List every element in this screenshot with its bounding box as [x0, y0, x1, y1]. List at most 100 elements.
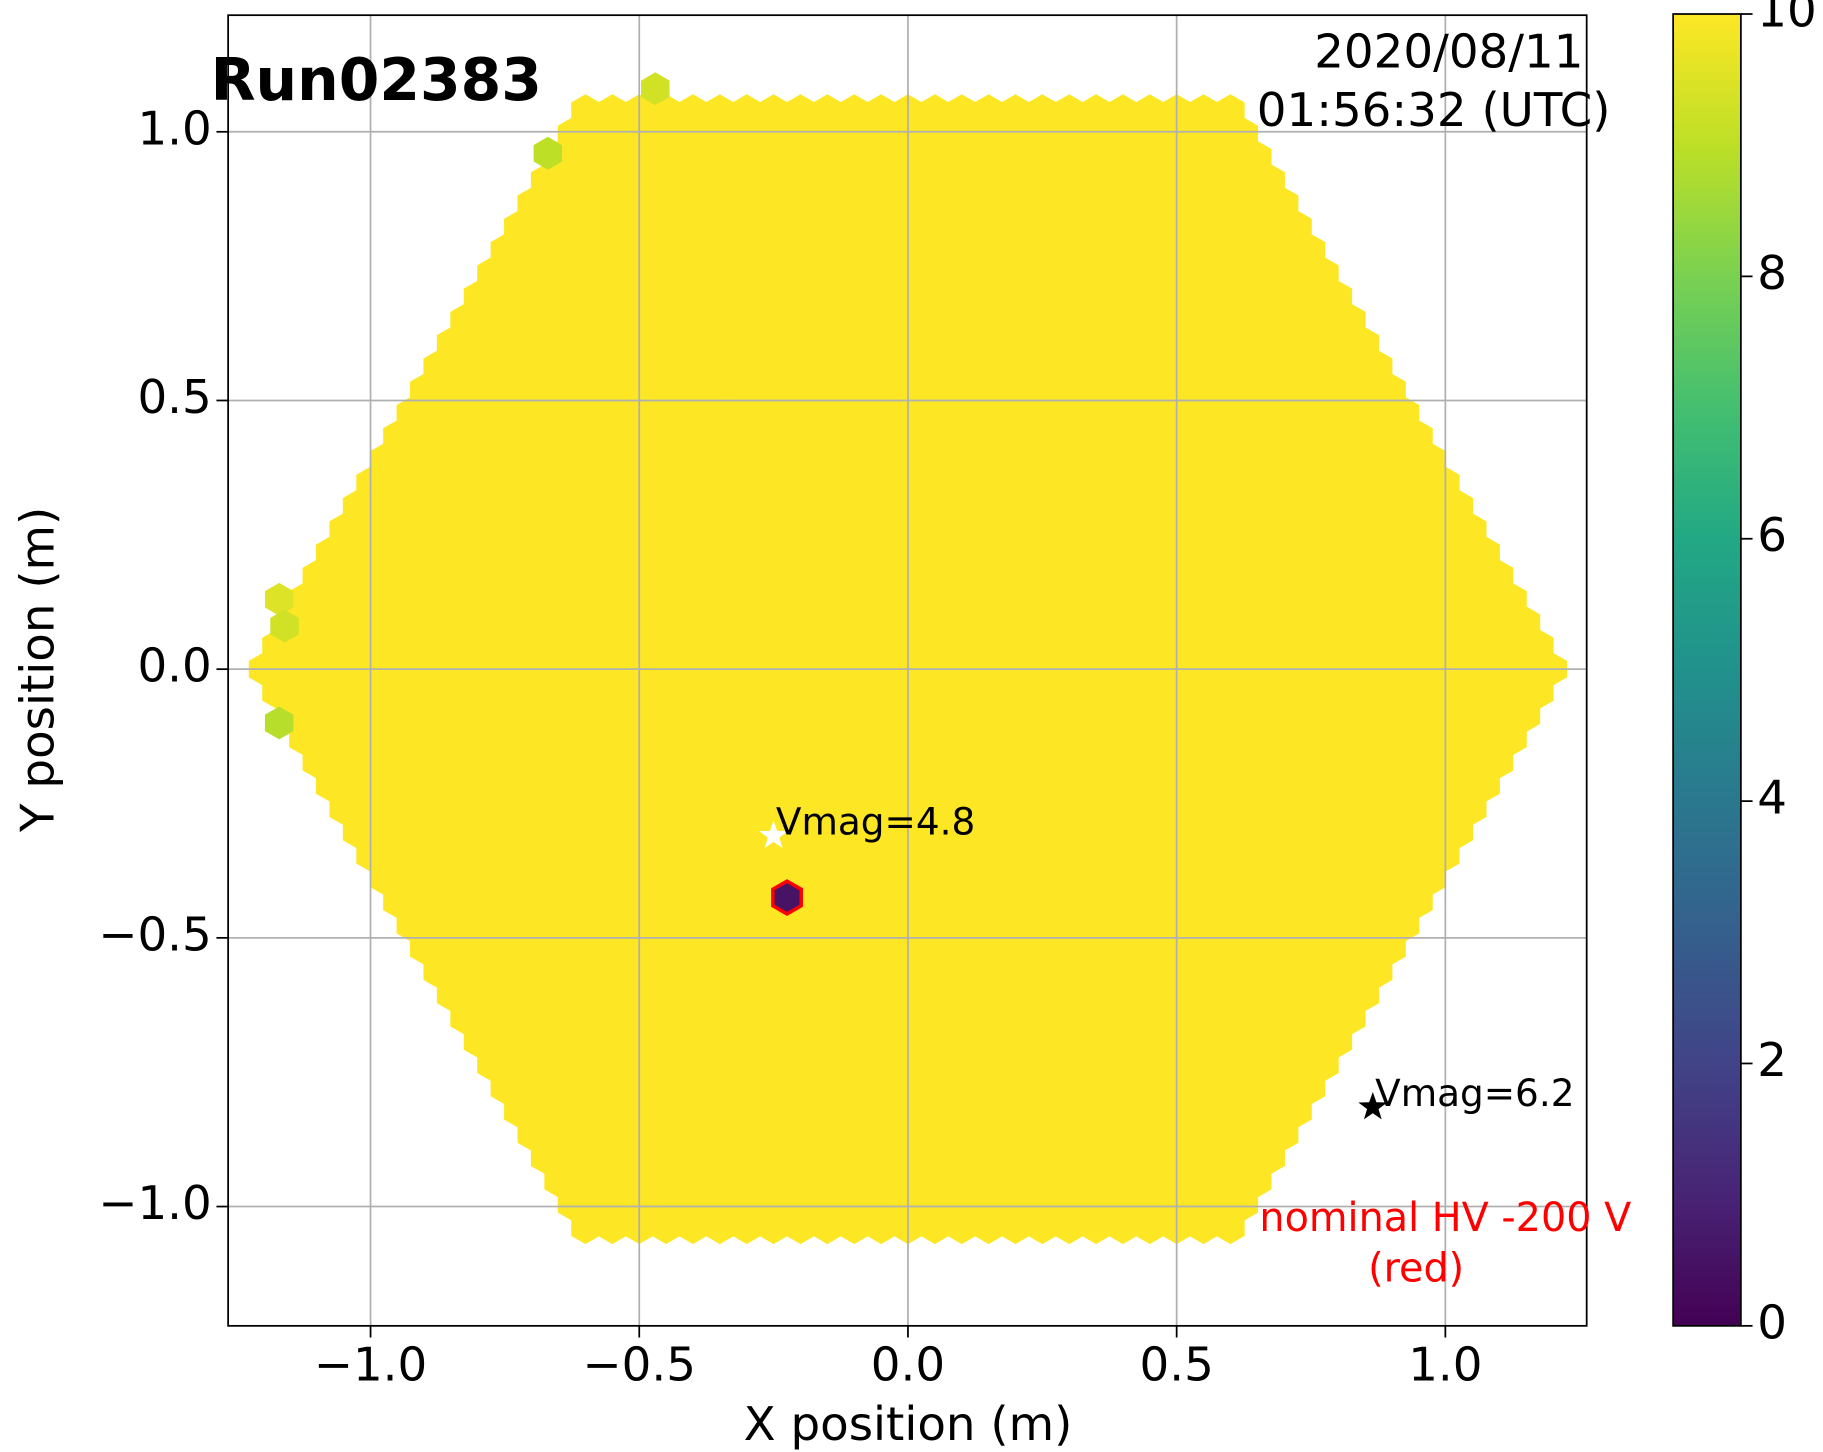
- pixel: [598, 1211, 627, 1245]
- pixel: [960, 815, 990, 849]
- pixel: [1269, 699, 1299, 733]
- pixel: [974, 559, 1003, 593]
- pixel: [759, 699, 788, 733]
- pixel: [1471, 536, 1500, 570]
- pixel: [1148, 769, 1178, 802]
- pixel: [1350, 838, 1379, 872]
- pixel: [1054, 699, 1084, 733]
- pixel: [866, 1025, 896, 1058]
- pixel: [504, 1001, 533, 1035]
- pixel: [1202, 1094, 1232, 1128]
- pixel: [813, 699, 842, 733]
- pixel: [1148, 1094, 1178, 1128]
- pixel: [1001, 606, 1030, 640]
- pixel: [1175, 350, 1205, 384]
- pixel: [1404, 559, 1433, 593]
- pixel: [1028, 978, 1057, 1012]
- pixel: [880, 443, 909, 477]
- pixel: [678, 280, 708, 314]
- pixel: [960, 769, 990, 802]
- pixel: [544, 606, 573, 640]
- pixel: [1216, 606, 1245, 640]
- pixel: [947, 233, 976, 267]
- pixel: [1390, 769, 1420, 802]
- pixel: [705, 1071, 735, 1105]
- pixel: [745, 489, 775, 523]
- pixel: [866, 513, 896, 546]
- pixel: [1243, 233, 1272, 267]
- pixel: [342, 629, 372, 663]
- pixel: [611, 350, 641, 384]
- pixel: [611, 1094, 641, 1128]
- pixel: [960, 1048, 990, 1082]
- pixel: [1095, 396, 1124, 430]
- pixel: [638, 303, 667, 337]
- pixel: [1243, 420, 1272, 453]
- pixel: [678, 1118, 708, 1151]
- pixel: [638, 117, 667, 151]
- pixel: [423, 629, 452, 663]
- pixel: [947, 373, 976, 407]
- pixel: [1189, 838, 1218, 872]
- pixel: [732, 792, 761, 826]
- pixel: [1269, 280, 1299, 314]
- pixel: [880, 862, 909, 896]
- pixel: [1189, 559, 1218, 593]
- pixel: [571, 140, 600, 174]
- pixel: [1148, 676, 1178, 709]
- pixel: [1363, 676, 1393, 709]
- pixel: [772, 1187, 802, 1221]
- pixel: [557, 955, 587, 989]
- pixel: [557, 1141, 587, 1175]
- pixel: [799, 676, 829, 709]
- pixel: [517, 280, 546, 314]
- pixel: [1028, 420, 1057, 453]
- pixel: [369, 722, 399, 756]
- pixel: [1350, 745, 1379, 779]
- pixel: [732, 699, 761, 733]
- pixel: [490, 513, 520, 546]
- pixel: [1135, 466, 1165, 500]
- pixel: [342, 489, 372, 523]
- pixel: [517, 792, 546, 826]
- pixel: [692, 582, 721, 616]
- pixel: [759, 233, 788, 267]
- pixel: [1269, 1025, 1299, 1058]
- pixel: [934, 815, 963, 849]
- pixel: [651, 373, 681, 407]
- pixel: [840, 931, 869, 965]
- pixel: [934, 908, 963, 942]
- pixel: [517, 978, 546, 1012]
- pixel: [611, 582, 641, 616]
- pixel: [638, 1187, 667, 1221]
- pixel: [840, 745, 869, 779]
- pixel: [1283, 210, 1312, 244]
- pixel: [907, 396, 936, 430]
- pixel: [584, 1048, 614, 1082]
- pixel: [772, 443, 802, 477]
- pixel: [584, 1001, 614, 1035]
- pixel: [450, 443, 479, 477]
- pixel: [665, 908, 694, 942]
- pixel: [786, 931, 815, 965]
- pixel: [611, 815, 641, 849]
- pixel: [1363, 722, 1393, 756]
- pixel: [315, 536, 345, 570]
- pixel: [934, 629, 963, 663]
- pixel: [1014, 582, 1044, 616]
- pixel: [1108, 931, 1138, 965]
- pixel: [813, 1164, 842, 1198]
- pixel: [1135, 326, 1165, 360]
- pixel: [1323, 559, 1353, 593]
- pixel: [1417, 582, 1447, 616]
- pixel: [987, 908, 1017, 942]
- x-tick-label: −1.0: [314, 1338, 427, 1392]
- pixel: [705, 94, 735, 128]
- pixel: [974, 373, 1003, 407]
- pixel: [665, 443, 694, 477]
- pixel: [490, 466, 520, 500]
- pixel: [490, 792, 520, 826]
- pixel: [1337, 955, 1366, 989]
- pixel: [1148, 862, 1178, 896]
